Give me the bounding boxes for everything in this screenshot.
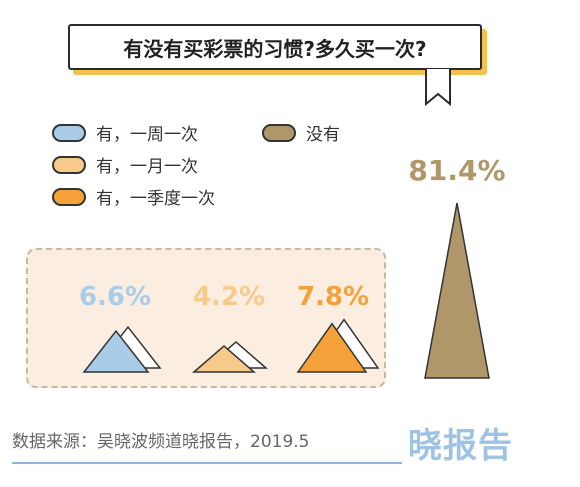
- legend-item-monthly: 有，一月一次: [52, 152, 198, 177]
- legend-swatch-weekly: [52, 123, 86, 142]
- legend-swatch-quarterly: [52, 187, 86, 206]
- chart-title: 有没有买彩票的习惯?多久买一次?: [68, 24, 482, 70]
- bar-weekly: [82, 329, 150, 373]
- legend-item-quarterly: 有，一季度一次: [52, 184, 215, 209]
- legend-label-quarterly: 有，一季度一次: [96, 189, 215, 209]
- legend-swatch-never: [262, 123, 296, 142]
- bar-quarterly: [296, 322, 368, 373]
- data-label-monthly: 4.2%: [192, 282, 266, 312]
- legend-label-weekly: 有，一周一次: [96, 125, 198, 145]
- data-label-quarterly: 7.8%: [296, 282, 370, 312]
- bar-never: [424, 202, 490, 379]
- legend-item-never: 没有: [262, 120, 340, 145]
- bar-monthly: [191, 344, 257, 373]
- footer-divider: [12, 462, 402, 464]
- data-label-weekly: 6.6%: [78, 282, 152, 312]
- legend-label-never: 没有: [306, 125, 340, 145]
- chart-title-text: 有没有买彩票的习惯?多久买一次?: [123, 36, 427, 61]
- legend-swatch-monthly: [52, 155, 86, 174]
- brand-logo: 晓报告: [408, 426, 513, 466]
- bookmark-ribbon-icon: [425, 68, 451, 106]
- source-note: 数据来源：吴晓波频道晓报告，2019.5: [12, 432, 310, 452]
- legend-label-monthly: 有，一月一次: [96, 157, 198, 177]
- legend-item-weekly: 有，一周一次: [52, 120, 198, 145]
- data-label-never: 81.4%: [408, 154, 506, 187]
